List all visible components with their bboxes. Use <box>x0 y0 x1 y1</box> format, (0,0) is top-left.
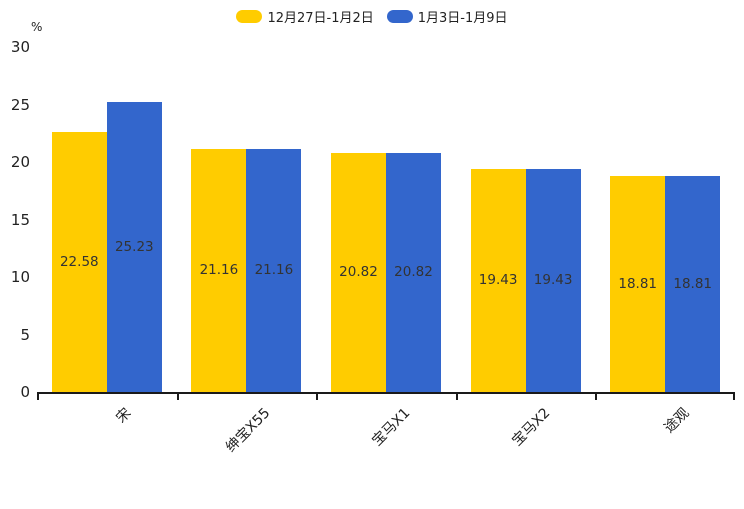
bar-series1-途观: 18.81 <box>610 175 666 392</box>
y-axis-unit-label: % <box>31 20 43 34</box>
bar-value-label: 21.16 <box>199 262 239 279</box>
legend-label-week2: 1月3日-1月9日 <box>417 11 508 26</box>
bar-value-label: 20.82 <box>394 264 433 281</box>
bar-series2-绅宝X55: 21.16 <box>246 148 302 392</box>
weekly-attention-bar-chart: { "chart_data": { "type": "bar", "title"… <box>0 7 744 456</box>
y-axis: 0 5 10 15 20 25 30 <box>0 39 30 400</box>
legend-item-week2[interactable]: 1月3日-1月9日 <box>386 7 508 26</box>
x-axis-tick-mark <box>595 392 598 400</box>
y-axis-tick-label: 25 <box>10 95 30 114</box>
y-axis-tick-label: 20 <box>10 153 30 171</box>
x-axis-label-宝马X1: 宝马X1 <box>369 405 414 450</box>
x-axis-label-绅宝X55: 绅宝X55 <box>223 405 274 456</box>
x-axis-label-途观: 途观 <box>661 405 693 437</box>
plot-area: 22.58 21.16 20.82 19.43 18.81 25.23 21.16 20.82… <box>37 47 735 456</box>
bar-value-label: 21.16 <box>254 262 294 279</box>
x-axis-tick-mark <box>455 392 458 400</box>
chart-legend: 12月27日-1月2日 1月3日-1月9日 <box>0 7 744 26</box>
x-axis-tick-mark <box>316 392 319 400</box>
bar-value-label: 18.81 <box>673 275 713 292</box>
x-axis-tick-mark <box>176 392 179 400</box>
bar-value-label: 22.58 <box>59 254 99 271</box>
bar-series2-宝马X2: 19.43 <box>525 168 581 392</box>
y-axis-tick-label: 15 <box>10 210 30 229</box>
y-axis-tick-label: 5 <box>20 325 30 344</box>
x-axis-tick-mark <box>733 392 735 400</box>
y-axis-tick-label: 0 <box>20 383 30 401</box>
bar-series1-宝马X2: 19.43 <box>470 168 526 392</box>
y-axis-tick-label: 10 <box>10 268 30 286</box>
y-axis-tick-label: 30 <box>10 38 30 56</box>
bar-value-label: 19.43 <box>533 272 573 289</box>
legend-item-week1[interactable]: 12月27日-1月2日 <box>236 7 374 26</box>
x-axis-label-宝马X2: 宝马X2 <box>508 405 554 450</box>
bar-series2-途观: 18.81 <box>665 175 721 392</box>
bar-value-label: 18.81 <box>618 275 658 292</box>
bar-series1-绅宝X55: 21.16 <box>191 148 247 392</box>
x-axis-label-宋: 宋 <box>113 405 135 427</box>
bar-series1-宝马X1: 20.82 <box>331 152 386 392</box>
legend-swatch-blue-icon <box>386 10 413 23</box>
bar-value-label: 20.82 <box>339 264 378 281</box>
bar-series1-宋: 22.58 <box>51 132 107 392</box>
legend-label-week1: 12月27日-1月2日 <box>267 11 374 26</box>
x-axis-tick-mark <box>37 392 39 400</box>
bar-value-label: 25.23 <box>114 238 154 255</box>
bar-series2-宋: 25.23 <box>106 101 162 392</box>
bar-value-label: 19.43 <box>478 272 518 289</box>
legend-swatch-yellow-icon <box>236 10 263 23</box>
bar-series2-宝马X1: 20.82 <box>386 152 441 392</box>
